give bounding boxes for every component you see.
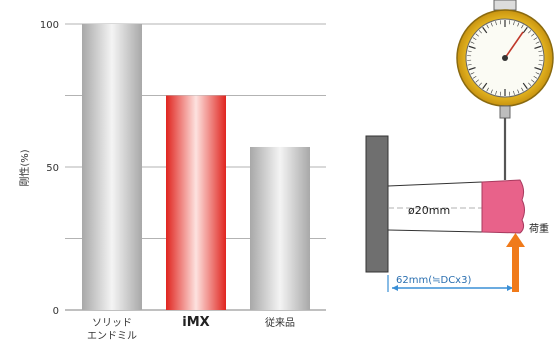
dial-tick bbox=[517, 89, 520, 94]
dial-tick bbox=[513, 90, 515, 95]
y-axis-label: 剛性(%) bbox=[18, 149, 31, 186]
y-tick-label: 0 bbox=[53, 306, 59, 317]
dial-tick bbox=[482, 26, 488, 34]
bar bbox=[82, 24, 142, 310]
dial-tick bbox=[468, 67, 476, 71]
load-arrow bbox=[506, 233, 525, 292]
dial-tick bbox=[467, 64, 472, 66]
holder-block bbox=[365, 135, 389, 273]
bar bbox=[166, 95, 226, 310]
dial-tick bbox=[472, 75, 477, 79]
dial-tick bbox=[495, 90, 497, 95]
y-tick-label: 50 bbox=[46, 163, 59, 174]
dial-tick bbox=[522, 26, 528, 34]
dial-tick bbox=[508, 20, 511, 25]
dial-tick bbox=[528, 30, 532, 34]
dial-tick bbox=[513, 21, 515, 26]
dial-tick bbox=[538, 50, 543, 52]
dial-tick bbox=[521, 24, 524, 29]
dial-ticks bbox=[467, 20, 543, 96]
dial-tick bbox=[478, 82, 482, 86]
dial-tick bbox=[538, 64, 543, 66]
dial-tick bbox=[486, 87, 489, 92]
y-tick-label: 100 bbox=[40, 20, 59, 31]
dial-tick bbox=[534, 45, 542, 49]
dial-tick bbox=[499, 20, 502, 25]
dial-tick bbox=[478, 30, 482, 34]
diameter-label: ø20mm bbox=[408, 204, 450, 217]
category-label: 従来品 bbox=[265, 316, 295, 329]
dial-tick bbox=[531, 79, 535, 83]
dial-tick bbox=[522, 82, 528, 90]
dial-tick bbox=[508, 91, 511, 96]
dial-tick bbox=[533, 37, 538, 41]
dial-tick bbox=[467, 50, 472, 52]
load-label: 荷重 bbox=[529, 222, 549, 235]
dial-tick bbox=[531, 33, 535, 37]
dial-tick bbox=[528, 82, 532, 86]
dial-tick bbox=[470, 41, 475, 44]
dial-tick bbox=[533, 75, 538, 79]
dial-tick bbox=[475, 33, 479, 37]
cutting-head bbox=[481, 179, 525, 234]
dial-tick bbox=[486, 24, 489, 29]
dial-tick bbox=[521, 87, 524, 92]
dial-tick bbox=[470, 72, 475, 75]
dial-tick bbox=[475, 79, 479, 83]
dial-tick bbox=[535, 72, 540, 75]
dial-needle bbox=[504, 31, 524, 59]
length-label: 62mm(≒DCx3) bbox=[396, 275, 471, 286]
dial-tick bbox=[490, 89, 493, 94]
dial-tick bbox=[534, 67, 542, 71]
category-label: ソリッド bbox=[92, 318, 132, 329]
dial-tick bbox=[482, 82, 488, 90]
tool-body bbox=[387, 181, 483, 233]
bar bbox=[250, 146, 310, 310]
dial-tick bbox=[495, 21, 497, 26]
dial-tick bbox=[517, 22, 520, 27]
dial-tick bbox=[472, 37, 477, 41]
dial-tick bbox=[468, 45, 476, 49]
category-label: iMX bbox=[182, 315, 209, 330]
dial-tick bbox=[499, 91, 502, 96]
category-label: エンドミル bbox=[87, 331, 137, 342]
dial-tick bbox=[535, 41, 540, 44]
dial-tick bbox=[490, 22, 493, 27]
dial-gauge bbox=[456, 0, 554, 180]
